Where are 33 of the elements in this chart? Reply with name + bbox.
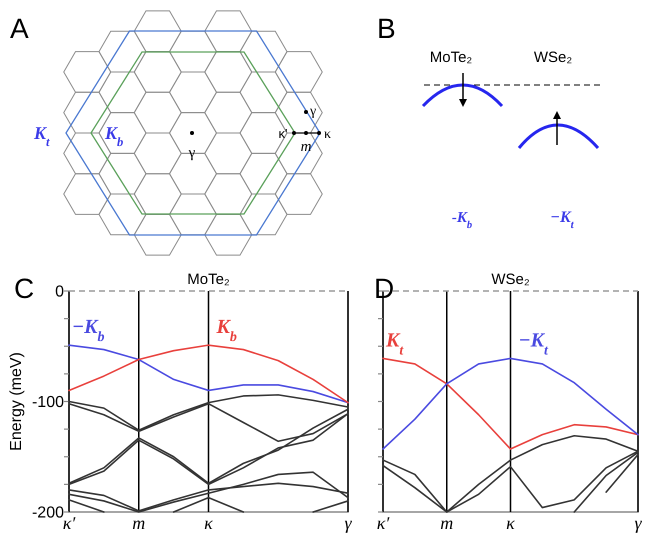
chart-title: WSe₂ [491, 271, 530, 288]
text: K$_{t}$ [33, 123, 50, 149]
text: γ [188, 145, 196, 161]
text: m [300, 139, 312, 155]
y-tick-label: -100 [32, 394, 64, 412]
chart-title: MoTe₂ [187, 271, 230, 288]
series-label: K$_{b}$ [216, 316, 237, 345]
x-tick-label: γ [344, 513, 352, 533]
series-label: −K$_{t}$ [518, 329, 549, 358]
x-tick-label: m [440, 513, 454, 533]
text: κ' [278, 126, 288, 141]
x-tick-label: κ′ [376, 513, 390, 533]
y-tick-label: -200 [32, 504, 64, 522]
series-label: K$_{t}$ [385, 329, 404, 358]
text: −K$_{t}$ [550, 209, 575, 231]
annotation: D [374, 273, 394, 304]
text: WSe₂ [534, 49, 572, 66]
x-tick-label: κ [204, 513, 214, 533]
text: A [10, 13, 29, 44]
text: γ [309, 104, 316, 119]
text: κ [324, 127, 332, 142]
x-tick-label: γ [634, 513, 642, 533]
text: -K$_{b}$ [452, 210, 472, 230]
x-tick-label: κ′ [62, 513, 76, 533]
x-tick-label: m [132, 513, 146, 533]
text: MoTe₂ [430, 49, 472, 66]
x-tick-label: κ [506, 513, 516, 533]
y-tick-label: 0 [55, 284, 64, 301]
text: B [377, 13, 396, 44]
series-label: −K$_{b}$ [72, 316, 104, 345]
y-axis-title: Energy (meV) [8, 352, 25, 451]
text: K$_{b}$ [104, 123, 124, 149]
text: C [14, 273, 34, 304]
